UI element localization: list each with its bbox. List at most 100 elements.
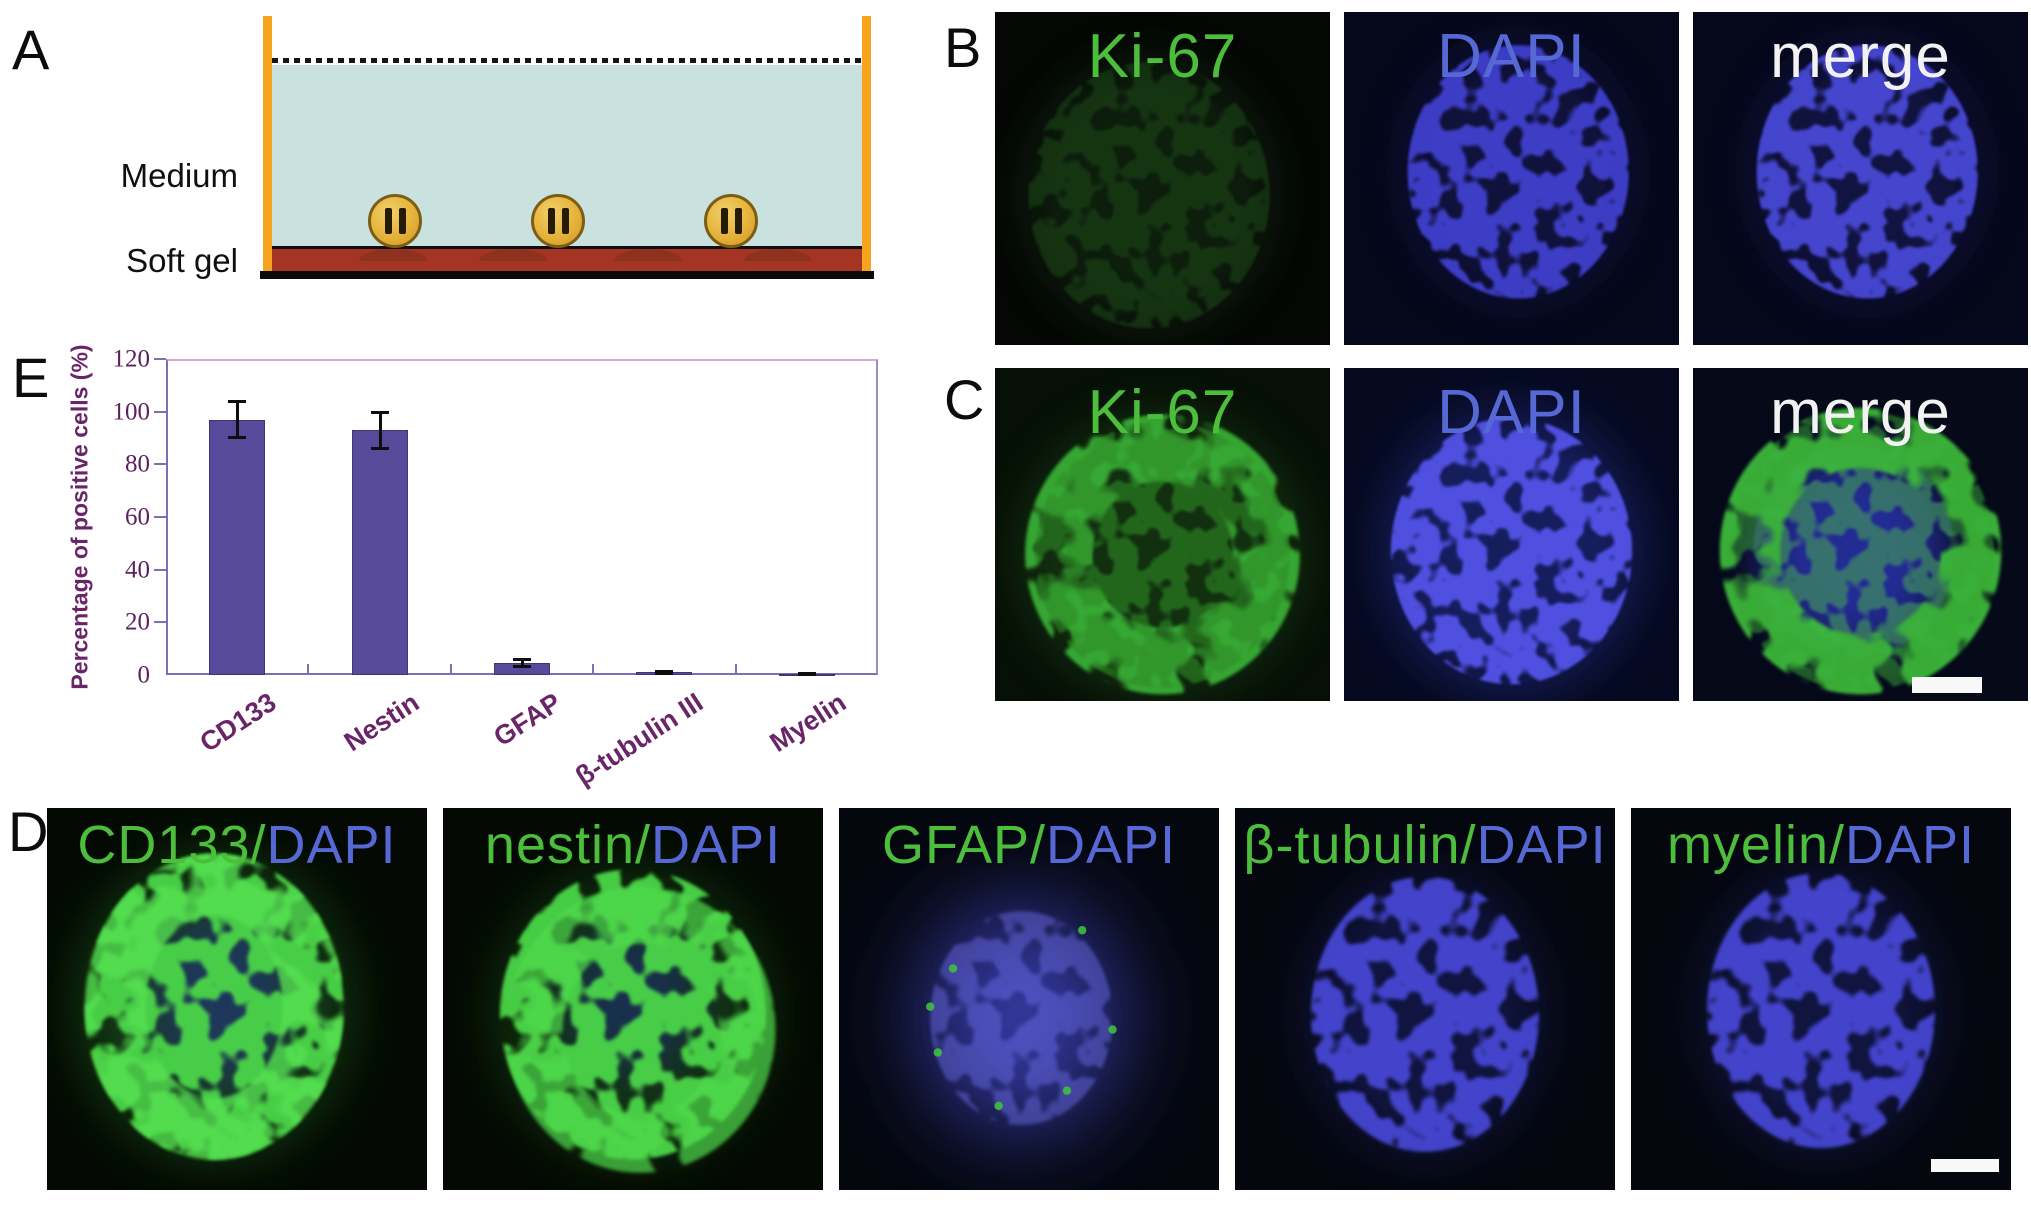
micrograph-tile: Ki-67 <box>995 368 1330 701</box>
spheroid-cell <box>368 194 422 248</box>
micrograph-label: Ki-67 <box>995 26 1330 88</box>
micrograph-label-part: DAPI <box>1476 815 1607 875</box>
gel-bump <box>359 249 427 261</box>
micrograph-label-part: DAPI <box>1437 378 1586 447</box>
micrograph-tile: CD133/DAPI <box>47 808 427 1190</box>
error-bar-cap-top <box>655 669 674 673</box>
micrograph-label-part: DAPI <box>266 815 397 875</box>
gel-bump <box>744 249 812 261</box>
panel-c-label: C <box>944 368 985 431</box>
y-tick-mark <box>154 516 166 518</box>
micrograph-label: DAPI <box>1344 26 1679 88</box>
fluorescence-image <box>1344 368 1679 701</box>
y-tick-label: 120 <box>112 345 151 373</box>
fluorescence-image <box>995 12 1330 345</box>
medium-label: Medium <box>120 157 238 194</box>
micrograph-label: β-tubulin/DAPI <box>1235 818 1615 872</box>
pause-ii-icon <box>561 208 569 234</box>
y-tick-mark <box>154 410 166 413</box>
micrograph-label-part: merge <box>1770 378 1951 447</box>
micrograph-label: Ki-67 <box>995 382 1330 444</box>
pause-ii-icon <box>384 208 392 234</box>
soft-gel-label: Soft gel <box>126 242 238 279</box>
error-bar-line <box>236 401 240 438</box>
x-category-label: CD133 <box>194 687 282 758</box>
panel-e-label: E <box>12 346 50 409</box>
micrograph-label-part: merge <box>1770 22 1951 91</box>
y-tick-mark <box>154 568 166 571</box>
micrograph-label: merge <box>1693 26 2028 88</box>
x-category-label: GFAP <box>488 687 567 753</box>
micrograph-tile: merge <box>1693 368 2028 701</box>
gel-bump <box>479 249 547 261</box>
fluorescence-image <box>995 368 1330 701</box>
micrograph-label-part: DAPI <box>1437 22 1586 91</box>
x-category-label: Nestin <box>338 687 424 758</box>
error-bar-cap-top <box>370 410 389 414</box>
micrograph-tile: DAPI <box>1344 368 1679 701</box>
micrograph-label-part: myelin/ <box>1666 815 1845 875</box>
fluorescence-image <box>1693 368 2028 701</box>
dish-wall-left <box>263 16 272 272</box>
pause-ii-icon <box>720 208 728 234</box>
pause-ii-icon <box>398 208 406 234</box>
micrograph-label: myelin/DAPI <box>1631 818 2011 872</box>
micrograph-label: GFAP/DAPI <box>839 818 1219 872</box>
y-tick-label: 60 <box>125 503 150 531</box>
dish-wall-right <box>862 16 871 272</box>
x-category-label: β-tubulin III <box>570 687 709 792</box>
fluorescence-image <box>1693 12 2028 345</box>
plot-area <box>166 359 878 675</box>
x-tick-mark <box>449 664 452 674</box>
micrograph-label-part: GFAP/ <box>881 815 1046 875</box>
chart-bar <box>209 419 266 675</box>
micrograph-label-part: CD133/ <box>77 815 267 875</box>
error-bar-line <box>378 411 382 449</box>
fluorescence-image <box>443 808 823 1190</box>
y-tick-mark <box>154 463 166 466</box>
error-bar-cap-bottom <box>228 436 247 439</box>
micrograph-tile: merge <box>1693 12 2028 345</box>
error-bar-cap-bottom <box>370 446 389 450</box>
error-bar-cap-top <box>228 400 247 404</box>
error-bar-cap-top <box>513 658 531 662</box>
dish-bottom-line <box>260 271 874 279</box>
micrograph-tile: myelin/DAPI <box>1631 808 2011 1190</box>
micrograph-label: nestin/DAPI <box>443 818 823 872</box>
micrograph-label-part: β-tubulin/ <box>1243 815 1477 875</box>
scale-bar <box>1931 1159 1999 1172</box>
y-tick-label: 100 <box>112 398 151 426</box>
micrograph-label-part: DAPI <box>1845 815 1976 875</box>
x-tick-mark <box>307 664 310 674</box>
micrograph-tile: DAPI <box>1344 12 1679 345</box>
chart-bar <box>351 430 408 675</box>
gel-surface-line <box>272 246 862 249</box>
y-tick-label: 40 <box>125 556 150 584</box>
x-tick-mark <box>592 664 595 674</box>
micrograph-label-part: DAPI <box>1046 815 1177 875</box>
error-bar-cap-bottom <box>513 665 531 669</box>
fluorescence-image <box>839 808 1219 1190</box>
micrograph-tile: β-tubulin/DAPI <box>1235 808 1615 1190</box>
fluorescence-image <box>1235 808 1615 1190</box>
micrograph-label-part: Ki-67 <box>1087 378 1238 447</box>
pause-ii-icon <box>734 208 742 234</box>
panel-a-label: A <box>12 18 50 81</box>
y-tick-label: 80 <box>125 450 150 478</box>
error-bar-cap-bottom <box>797 672 816 676</box>
micrograph-label-part: nestin/ <box>484 815 652 875</box>
micrograph-tile: nestin/DAPI <box>443 808 823 1190</box>
spheroid-cell <box>531 194 585 248</box>
x-tick-mark <box>734 664 737 674</box>
scale-bar <box>1912 677 1982 693</box>
panel-d-label: D <box>8 800 49 863</box>
micrograph-label: merge <box>1693 382 2028 444</box>
pause-ii-icon <box>547 208 555 234</box>
micrograph-tile: GFAP/DAPI <box>839 808 1219 1190</box>
y-tick-label: 20 <box>125 608 150 636</box>
fluorescence-image <box>1631 808 2011 1190</box>
fluorescence-image <box>1344 12 1679 345</box>
fill-level-dotted-line <box>272 58 862 63</box>
gel-bump <box>614 249 682 261</box>
